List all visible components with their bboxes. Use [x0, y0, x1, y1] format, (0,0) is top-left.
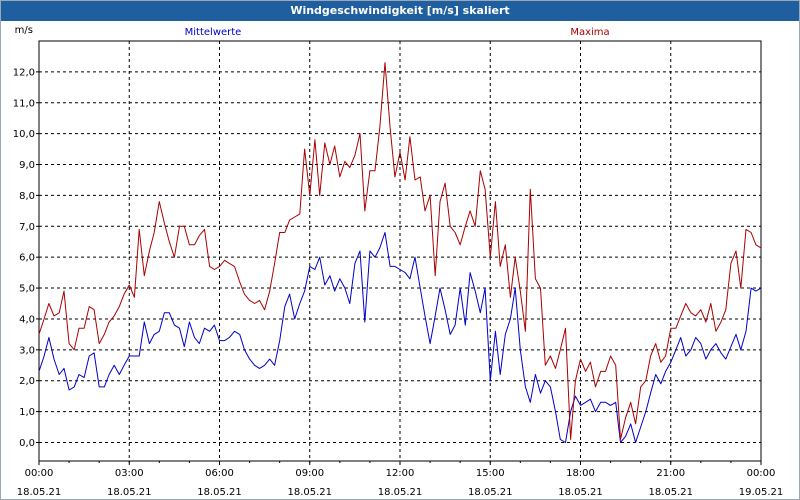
x-tick-time: 06:00 — [205, 468, 234, 479]
x-tick-date: 18.05.21 — [287, 487, 332, 498]
x-tick-time: 21:00 — [656, 468, 685, 479]
grid — [39, 41, 761, 461]
plot-frame — [38, 40, 762, 462]
y-tick-label: 4,0 — [19, 314, 35, 325]
y-tick-label: 0,0 — [19, 438, 35, 449]
y-axis-label: m/s — [15, 25, 33, 36]
legend-label-1: Maxima — [570, 27, 609, 38]
y-tick-label: 9,0 — [19, 160, 35, 171]
x-tick-date: 18.05.21 — [197, 487, 242, 498]
x-tick-time: 18:00 — [566, 468, 595, 479]
y-tick-label: 10,0 — [13, 129, 35, 140]
series-line-1 — [38, 62, 762, 440]
x-tick-time: 15:00 — [476, 468, 505, 479]
x-tick-time: 00:00 — [747, 468, 776, 479]
labels: 0,0 1,0 2,0 3,0 4,0 5,0 6,0 7,0 8,0 9,0 10,0 11,0 12… — [13, 25, 784, 498]
x-tick-time: 00:00 — [25, 468, 54, 479]
y-tick-label: 6,0 — [19, 253, 35, 264]
x-tick-time: 03:00 — [115, 468, 144, 479]
x-tick-time: 12:00 — [386, 468, 415, 479]
legend-label-0: Mittelwerte — [185, 27, 242, 38]
x-tick-time: 09:00 — [295, 468, 324, 479]
y-tick-label: 12,0 — [13, 67, 35, 78]
x-tick-date: 18.05.21 — [468, 487, 513, 498]
y-tick-label: 5,0 — [19, 284, 35, 295]
x-tick-date: 18.05.21 — [378, 487, 423, 498]
axes — [36, 40, 762, 465]
series-lines — [38, 62, 762, 443]
window-title: Windgeschwindigkeit [m/s] skaliert — [1, 1, 799, 21]
series-line-0 — [38, 232, 762, 443]
x-tick-date: 19.05.21 — [739, 487, 784, 498]
x-tick-date: 18.05.21 — [107, 487, 152, 498]
y-tick-label: 2,0 — [19, 376, 35, 387]
x-tick-date: 18.05.21 — [558, 487, 603, 498]
y-tick-label: 11,0 — [13, 98, 35, 109]
x-tick-date: 18.05.21 — [648, 487, 693, 498]
y-tick-label: 7,0 — [19, 222, 35, 233]
y-tick-label: 3,0 — [19, 345, 35, 356]
y-tick-label: 1,0 — [19, 407, 35, 418]
y-tick-label: 8,0 — [19, 191, 35, 202]
x-tick-date: 18.05.21 — [17, 487, 62, 498]
chart: 0,0 1,0 2,0 3,0 4,0 5,0 6,0 7,0 8,0 9,0 10,0 11,0 12… — [13, 25, 784, 498]
